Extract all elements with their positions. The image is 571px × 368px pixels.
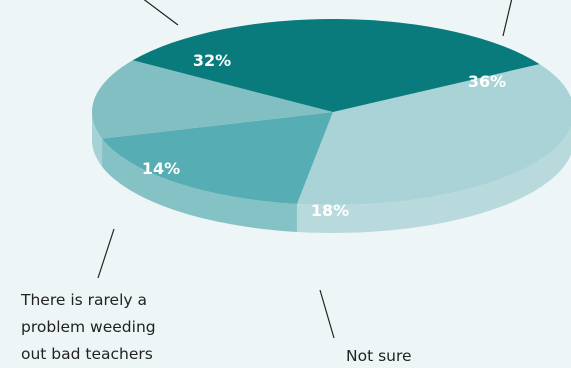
pie-slice-side xyxy=(92,112,103,167)
pie-slice xyxy=(296,64,571,205)
slice-value-label: 18% xyxy=(311,201,349,220)
slice-value-label: 14% xyxy=(142,159,180,178)
pie-slice xyxy=(102,112,334,204)
pie-top-faces xyxy=(92,18,571,205)
leader-line xyxy=(143,0,179,26)
pie-slice-side xyxy=(102,138,297,232)
pie-slice-side xyxy=(296,126,571,233)
pie-side-walls xyxy=(92,112,571,233)
slice-category-label: problem weeding xyxy=(21,318,156,336)
leader-line xyxy=(319,289,335,339)
leader-line xyxy=(502,0,513,37)
pie-slice xyxy=(132,18,540,112)
slice-category-label: There is rarely a xyxy=(20,291,147,309)
pie-slice xyxy=(92,60,334,139)
leader-line xyxy=(97,228,115,279)
slice-value-label: 36% xyxy=(468,72,506,91)
slice-value-label: 32% xyxy=(193,51,231,70)
slice-category-label: out bad teachers xyxy=(21,345,153,363)
slice-category-label: Not sure xyxy=(346,347,412,365)
